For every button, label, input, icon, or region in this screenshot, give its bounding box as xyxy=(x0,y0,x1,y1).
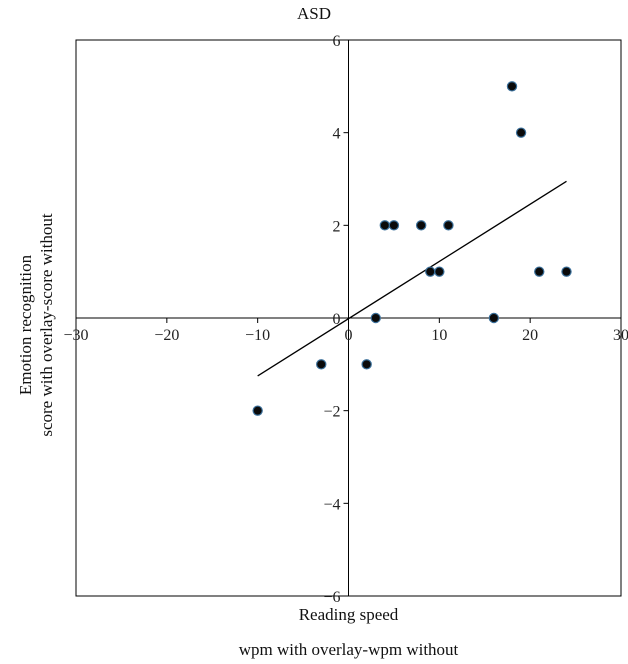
chart-title: ASD xyxy=(296,4,331,23)
y-axis-label-line-2: score with overlay-score without xyxy=(37,213,56,437)
data-point xyxy=(443,220,454,231)
data-point xyxy=(252,405,263,416)
data-point xyxy=(515,127,527,138)
data-point xyxy=(415,220,427,231)
y-tick-label: 2 xyxy=(333,218,341,235)
data-point xyxy=(370,312,381,324)
x-axis-label-line-2: wpm with overlay-wpm without xyxy=(238,640,459,659)
x-tick-label: 0 xyxy=(345,327,353,344)
trend-line xyxy=(257,180,567,377)
data-point xyxy=(361,359,372,370)
data-point xyxy=(379,220,391,231)
y-tick-label: 6 xyxy=(333,33,341,50)
x-tick-label: −30 xyxy=(63,327,88,344)
data-point xyxy=(388,220,400,231)
x-tick-label: 10 xyxy=(431,327,447,344)
data-point xyxy=(534,266,545,277)
y-tick-label: −2 xyxy=(323,404,340,421)
data-point xyxy=(506,81,518,92)
y-tick-label: 4 xyxy=(333,126,341,143)
y-tick-label: 0 xyxy=(333,311,341,328)
data-point xyxy=(561,266,572,277)
data-point xyxy=(316,359,327,370)
y-tick-label: −4 xyxy=(323,496,340,513)
x-tick-label: 20 xyxy=(522,327,538,344)
x-tick-label: −20 xyxy=(154,327,179,344)
data-point xyxy=(425,266,436,277)
data-point xyxy=(488,312,500,324)
x-tick-label: −10 xyxy=(245,327,270,344)
y-axis-label-line-1: Emotion recognition xyxy=(16,254,35,396)
data-point xyxy=(434,266,445,277)
y-tick-label: −6 xyxy=(323,589,340,606)
x-tick-label: 30 xyxy=(613,327,628,344)
x-axis-label-line-1: Reading speed xyxy=(298,605,399,624)
